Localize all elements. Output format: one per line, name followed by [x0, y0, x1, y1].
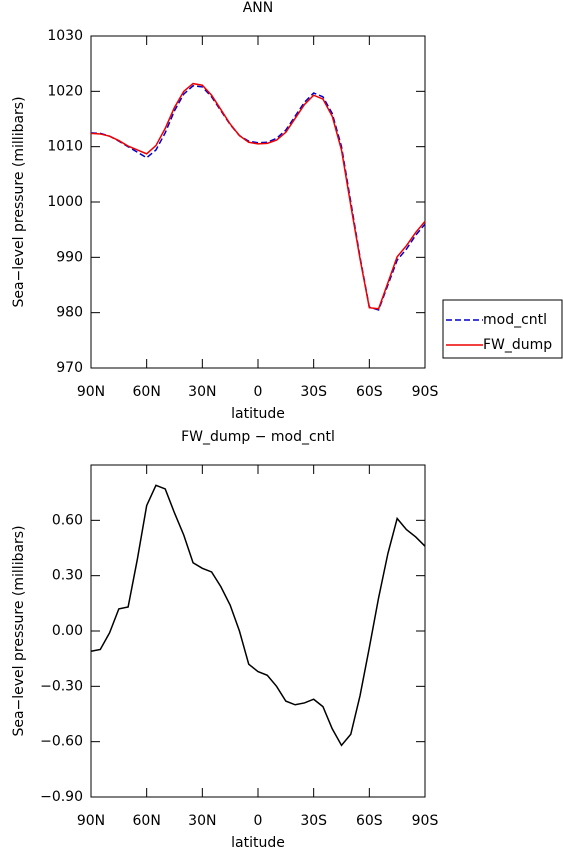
data-line: [90, 85, 426, 311]
y-tick-label: 0.30: [52, 568, 83, 584]
x-tick-label: 60N: [133, 813, 161, 829]
x-tick-label: 30S: [300, 813, 327, 829]
x-tick-label: 90N: [77, 384, 105, 400]
x-tick-label: 60N: [133, 384, 161, 400]
legend-box: [442, 299, 563, 359]
y-tick-label: 1010: [47, 139, 83, 155]
y-tick-label: 990: [56, 249, 83, 265]
chart-title: ANN: [243, 0, 274, 16]
x-tick-label: 60S: [356, 813, 383, 829]
y-axis-label: Sea−level pressure (millibars): [11, 525, 27, 736]
plot-frame: [90, 35, 426, 369]
y-axis-label: Sea−level pressure (millibars): [11, 96, 27, 307]
data-line: [90, 484, 426, 747]
x-axis-label: latitude: [231, 835, 285, 851]
x-tick-label: 90N: [77, 813, 105, 829]
y-tick-label: 0.00: [52, 623, 83, 639]
x-tick-label: 30S: [300, 384, 327, 400]
y-tick-label: 980: [56, 305, 83, 321]
legend-label: FW_dump: [483, 337, 552, 353]
y-tick-label: −0.30: [40, 678, 83, 694]
chart-title: FW_dump − mod_cntl: [181, 429, 335, 445]
x-tick-label: 30N: [188, 384, 216, 400]
legend-label: mod_cntl: [483, 312, 547, 328]
plot-frame: [90, 464, 426, 798]
x-tick-label: 90S: [412, 813, 439, 829]
y-tick-label: 1030: [47, 28, 83, 44]
x-tick-label: 60S: [356, 384, 383, 400]
y-tick-label: 1020: [47, 83, 83, 99]
y-tick-label: 0.60: [52, 512, 83, 528]
y-tick-label: −0.60: [40, 734, 83, 750]
x-tick-label: 30N: [188, 813, 216, 829]
x-tick-label: 0: [254, 384, 263, 400]
y-tick-label: −0.90: [40, 789, 83, 805]
x-tick-label: 0: [254, 813, 263, 829]
y-tick-label: 1000: [47, 194, 83, 210]
x-axis-label: latitude: [231, 406, 285, 422]
y-tick-label: 970: [56, 360, 83, 376]
x-tick-label: 90S: [412, 384, 439, 400]
data-line: [90, 82, 426, 310]
